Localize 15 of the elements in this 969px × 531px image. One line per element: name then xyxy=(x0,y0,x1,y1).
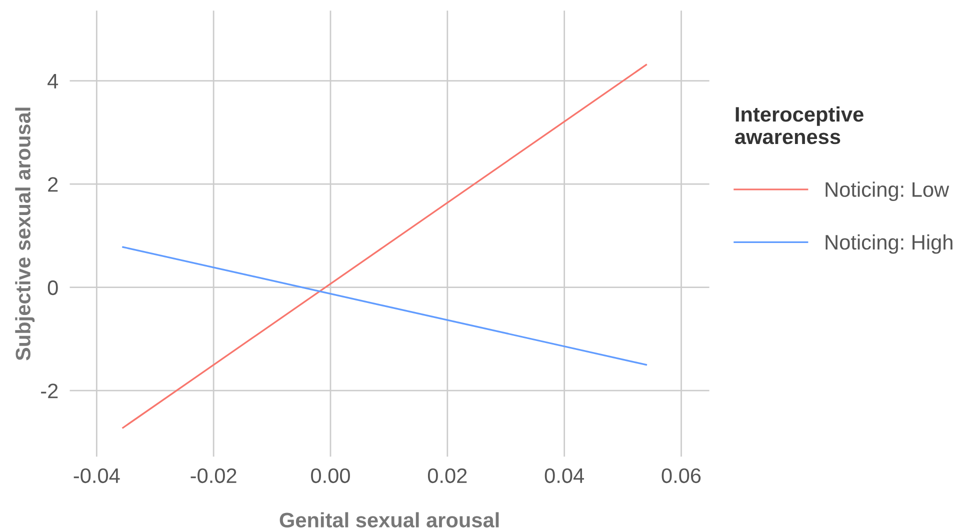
x-tick-label: 0.04 xyxy=(544,468,584,484)
x-axis-title: Genital sexual arousal xyxy=(280,512,499,528)
x-tick-label: 0.06 xyxy=(662,468,701,484)
y-tick-label: 2 xyxy=(48,177,58,192)
y-tick-label: 4 xyxy=(48,74,58,88)
y-tick-label: 0 xyxy=(48,280,58,296)
y-axis-title: Subjective sexual arousal xyxy=(15,108,35,360)
x-tick-label: 0.02 xyxy=(428,468,467,484)
legend-label: Noticing: Low xyxy=(826,182,950,202)
legend-title: Interoceptive awareness xyxy=(735,106,864,144)
x-tick-label: -0.04 xyxy=(74,468,120,484)
x-tick-label: 0.00 xyxy=(311,468,350,484)
x-tick-label: -0.02 xyxy=(190,468,236,484)
y-tick-label: -2 xyxy=(41,384,58,398)
legend-label: Noticing: High xyxy=(826,234,952,254)
